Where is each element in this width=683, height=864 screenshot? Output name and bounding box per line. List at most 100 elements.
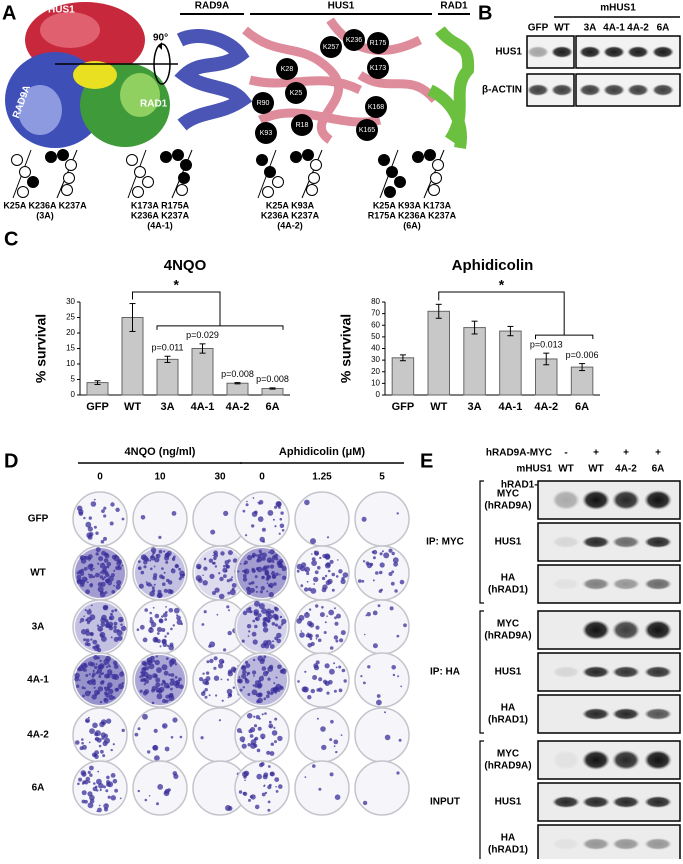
colony bbox=[260, 586, 265, 591]
colony bbox=[154, 613, 160, 619]
colony bbox=[139, 676, 141, 678]
colony bbox=[82, 694, 85, 698]
colony bbox=[274, 636, 279, 641]
band bbox=[582, 490, 610, 510]
colony bbox=[109, 613, 112, 615]
colony bbox=[164, 611, 167, 613]
colony bbox=[113, 625, 117, 629]
colony bbox=[326, 615, 328, 617]
colony bbox=[240, 563, 242, 565]
residue-dot bbox=[365, 96, 387, 118]
colony bbox=[112, 778, 118, 784]
colony bbox=[147, 582, 152, 587]
y-tick-label: 5 bbox=[71, 375, 76, 384]
y-tick-label: 0 bbox=[71, 390, 76, 399]
colony bbox=[267, 510, 274, 516]
band bbox=[603, 84, 625, 96]
colony bbox=[90, 583, 93, 586]
colony bbox=[333, 662, 336, 665]
colony bbox=[139, 689, 143, 693]
colony bbox=[261, 608, 267, 614]
chart-title: 4NQO bbox=[164, 257, 207, 274]
y-tick-label: 30 bbox=[66, 297, 75, 306]
colony bbox=[380, 588, 383, 592]
colony bbox=[99, 562, 106, 569]
colony bbox=[200, 736, 204, 740]
band bbox=[551, 46, 573, 58]
residue-schematic bbox=[126, 154, 138, 166]
colony bbox=[149, 559, 152, 562]
colony bbox=[326, 691, 330, 695]
colony bbox=[100, 749, 104, 754]
band bbox=[582, 536, 610, 548]
colony bbox=[396, 634, 400, 638]
colony bbox=[334, 616, 337, 620]
colony bbox=[121, 564, 124, 567]
colony bbox=[111, 590, 116, 594]
colony bbox=[275, 501, 282, 508]
colony bbox=[361, 579, 365, 583]
dish bbox=[354, 760, 410, 816]
residue-label: K168 bbox=[368, 104, 384, 111]
colony bbox=[249, 795, 253, 799]
colony bbox=[252, 670, 257, 675]
colony bbox=[103, 576, 106, 579]
band bbox=[644, 578, 672, 590]
colony bbox=[113, 674, 120, 680]
colony bbox=[251, 631, 257, 637]
band bbox=[579, 46, 601, 58]
panel-label: C bbox=[4, 228, 18, 250]
colony bbox=[96, 789, 99, 792]
blot-label: (hRAD1) bbox=[488, 715, 528, 726]
colony bbox=[243, 568, 250, 575]
colony bbox=[267, 677, 271, 681]
colony bbox=[144, 608, 148, 612]
colony bbox=[331, 572, 336, 577]
colony bbox=[254, 624, 258, 629]
colony bbox=[201, 623, 205, 626]
row-label: WT bbox=[30, 568, 46, 579]
colony bbox=[226, 605, 230, 609]
colony bbox=[159, 645, 162, 648]
colony bbox=[324, 574, 328, 578]
band bbox=[582, 796, 610, 808]
colony bbox=[173, 773, 179, 780]
colony bbox=[92, 567, 95, 570]
structure-label: RAD1 bbox=[140, 99, 168, 110]
colony bbox=[280, 668, 287, 675]
colony bbox=[319, 556, 322, 560]
colony bbox=[95, 531, 99, 535]
colony bbox=[304, 566, 310, 573]
colony bbox=[320, 726, 326, 732]
colony bbox=[89, 798, 95, 804]
colony bbox=[81, 790, 87, 796]
colony bbox=[279, 523, 285, 529]
colony bbox=[367, 665, 371, 669]
colony bbox=[87, 791, 93, 797]
colony bbox=[391, 665, 397, 670]
colony bbox=[258, 549, 262, 553]
colony bbox=[99, 571, 102, 574]
colony bbox=[86, 642, 91, 647]
colony bbox=[143, 565, 147, 569]
condition-value: WT bbox=[588, 464, 604, 475]
colony bbox=[76, 574, 82, 580]
residue-schematic bbox=[306, 184, 318, 196]
colony bbox=[276, 632, 282, 639]
colony bbox=[223, 510, 229, 516]
residue-schematic bbox=[176, 184, 188, 196]
p-value: p=0.008 bbox=[256, 374, 289, 384]
band bbox=[552, 750, 580, 770]
colony bbox=[158, 689, 163, 694]
colony bbox=[245, 534, 248, 537]
band bbox=[552, 838, 580, 850]
residue-label: K28 bbox=[281, 66, 294, 73]
residue-schematic bbox=[424, 149, 436, 161]
colony bbox=[97, 562, 100, 565]
blot-label: (hRAD1) bbox=[488, 845, 528, 856]
colony bbox=[206, 660, 210, 664]
colony bbox=[80, 617, 85, 623]
dose-label: 0 bbox=[259, 472, 265, 483]
colony bbox=[257, 697, 263, 704]
colony bbox=[266, 608, 272, 615]
